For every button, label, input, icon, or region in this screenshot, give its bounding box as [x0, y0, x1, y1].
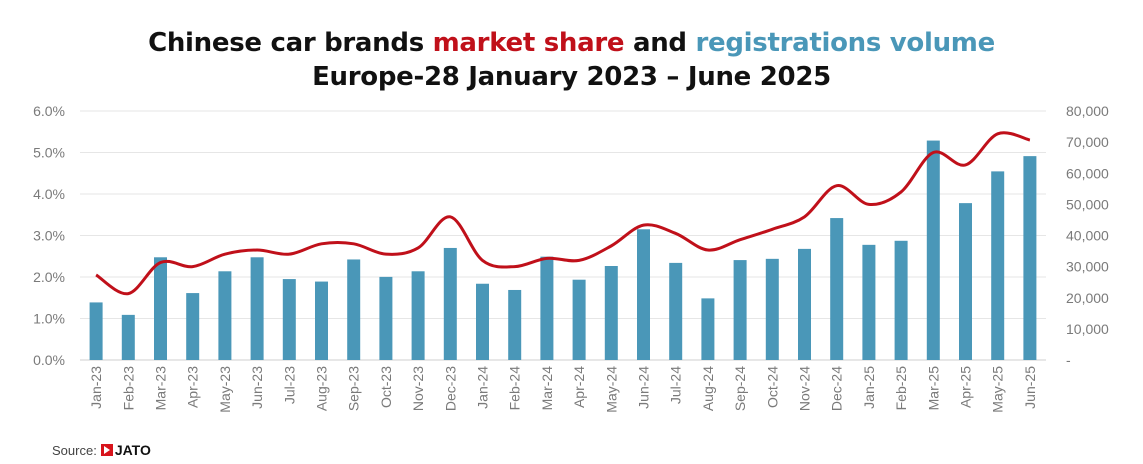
bar: [154, 257, 167, 360]
x-tick-label: Dec-24: [829, 366, 845, 411]
y-left-tick-label: 1.0%: [33, 311, 65, 327]
bar: [282, 279, 296, 360]
jato-logo: JATO: [100, 442, 151, 458]
bar: [476, 283, 489, 360]
x-tick-label: Jan-24: [475, 366, 491, 409]
y-right-tick-label: 60,000: [1066, 165, 1109, 181]
x-tick-label: Mar-25: [925, 366, 941, 411]
jato-logo-icon: [100, 444, 113, 456]
bar: [765, 258, 779, 360]
x-tick-label: Dec-23: [442, 366, 458, 411]
x-tick-label: Jan-23: [88, 366, 104, 409]
y-right-tick-label: 20,000: [1066, 290, 1109, 306]
y-right-tick-label: 40,000: [1066, 228, 1109, 244]
x-tick-label: Oct-23: [378, 366, 394, 408]
bar: [121, 314, 135, 360]
bar: [347, 259, 361, 360]
x-tick-label: Aug-23: [314, 366, 330, 411]
y-right-tick-label: -: [1066, 352, 1071, 368]
x-tick-label: Jul-24: [668, 366, 684, 404]
x-tick-label: Mar-24: [539, 366, 555, 411]
bar: [830, 218, 844, 360]
y-left-tick-label: 3.0%: [33, 228, 65, 244]
x-tick-label: Oct-24: [764, 366, 780, 408]
x-tick-label: Apr-23: [185, 366, 201, 408]
bar: [604, 266, 618, 360]
x-tick-label: May-23: [217, 366, 233, 413]
x-tick-label: Jul-23: [281, 366, 297, 404]
x-tick-label: May-25: [990, 366, 1006, 413]
y-left-tick-label: 0.0%: [33, 352, 65, 368]
x-tick-label: Apr-25: [958, 366, 974, 408]
bar: [637, 229, 650, 360]
x-tick-label: Sep-24: [732, 366, 748, 411]
y-right-tick-label: 70,000: [1066, 134, 1109, 150]
x-tick-label: Nov-24: [797, 366, 813, 411]
bar: [991, 171, 1005, 360]
chart-title: Chinese car brands market share and regi…: [0, 26, 1143, 60]
x-tick-label: Jun-24: [636, 366, 652, 409]
bar: [862, 244, 876, 360]
bar: [379, 276, 393, 360]
x-tick-label: Jun-23: [249, 366, 265, 409]
y-right-tick-label: 10,000: [1066, 321, 1109, 337]
x-tick-label: Feb-23: [120, 366, 136, 411]
y-right-tick-label: 30,000: [1066, 259, 1109, 275]
x-tick-label: Jun-25: [1022, 366, 1038, 409]
bar: [508, 289, 522, 360]
source-note: Source: JATO: [52, 442, 151, 458]
bar: [798, 248, 811, 360]
y-left-tick-label: 4.0%: [33, 186, 65, 202]
bar: [733, 260, 747, 360]
bar: [89, 302, 103, 360]
y-left-tick-label: 6.0%: [33, 103, 65, 119]
x-tick-label: Feb-24: [507, 366, 523, 411]
bar: [572, 279, 586, 360]
bar: [315, 281, 328, 360]
y-left-tick-label: 5.0%: [33, 145, 65, 161]
bar: [250, 257, 264, 360]
x-tick-label: Sep-23: [346, 366, 362, 411]
chart-subtitle: Europe-28 January 2023 – June 2025: [312, 62, 831, 92]
y-right-tick-label: 50,000: [1066, 196, 1109, 212]
bar: [411, 271, 425, 360]
x-tick-label: Feb-25: [893, 366, 909, 411]
market-share-line: [95, 131, 1031, 296]
bar: [894, 240, 908, 360]
title-registrations-volume: registrations volume: [695, 28, 995, 58]
y-left-tick-label: 2.0%: [33, 269, 65, 285]
y-right-tick-label: 80,000: [1066, 103, 1109, 119]
x-tick-label: May-24: [603, 366, 619, 413]
x-tick-label: Nov-23: [410, 366, 426, 411]
bar: [540, 256, 554, 360]
bar: [218, 271, 232, 360]
x-tick-label: Apr-24: [571, 366, 587, 408]
x-tick-label: Aug-24: [700, 366, 716, 411]
x-tick-label: Mar-23: [153, 366, 169, 411]
source-label: Source:: [52, 442, 97, 458]
bar: [1023, 156, 1037, 360]
title-connector: and: [624, 28, 696, 58]
bar: [926, 140, 940, 360]
bar: [669, 262, 683, 360]
bar: [701, 298, 715, 360]
bar: [443, 247, 457, 360]
jato-logo-text: JATO: [114, 442, 151, 458]
title-market-share: market share: [432, 28, 625, 58]
title-text: Chinese car brands: [148, 28, 433, 58]
bar: [186, 293, 200, 360]
x-tick-label: Jan-25: [861, 366, 877, 409]
bar: [959, 203, 972, 360]
